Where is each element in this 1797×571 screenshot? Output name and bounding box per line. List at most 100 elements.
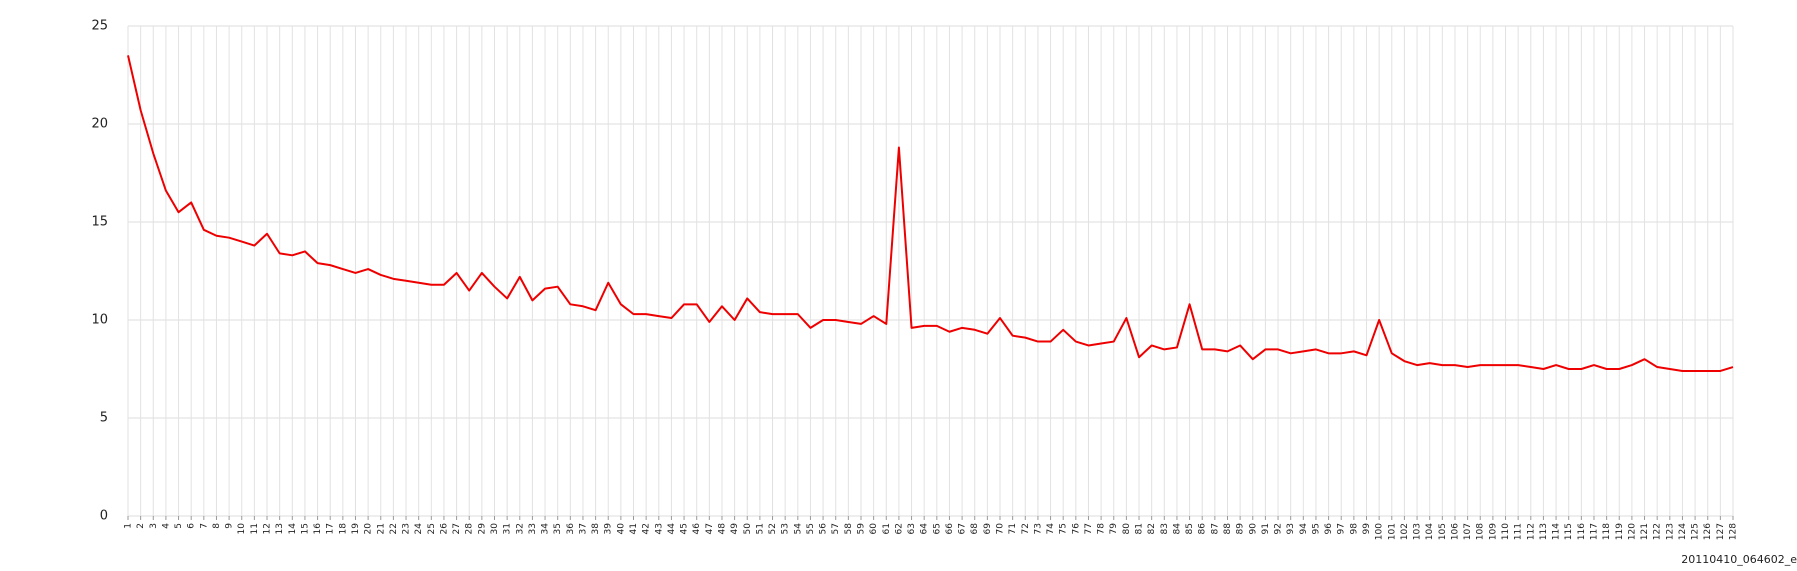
x-tick-label: 109 bbox=[1488, 523, 1498, 540]
x-tick-label: 52 bbox=[768, 523, 778, 534]
x-tick-label: 9 bbox=[225, 523, 235, 529]
x-tick-label: 35 bbox=[553, 523, 563, 534]
x-tick-label: 64 bbox=[920, 523, 930, 535]
x-tick-label: 50 bbox=[743, 523, 753, 535]
x-tick-label: 63 bbox=[907, 523, 917, 534]
x-tick-label: 94 bbox=[1299, 523, 1309, 535]
grid bbox=[127, 25, 1734, 520]
x-tick-label: 7 bbox=[199, 523, 209, 529]
x-tick-label: 107 bbox=[1463, 523, 1473, 540]
x-tick-label: 62 bbox=[894, 523, 904, 534]
x-tick-label: 105 bbox=[1438, 523, 1448, 540]
x-tick-label: 72 bbox=[1021, 523, 1031, 534]
x-tick-label: 38 bbox=[591, 523, 601, 535]
x-tick-label: 16 bbox=[313, 523, 323, 535]
y-tick-label: 20 bbox=[91, 117, 108, 132]
x-tick-label: 6 bbox=[187, 523, 197, 529]
x-tick-label: 114 bbox=[1552, 523, 1562, 540]
x-tick-label: 106 bbox=[1450, 523, 1460, 540]
x-tick-label: 58 bbox=[844, 523, 854, 535]
x-tick-label: 82 bbox=[1147, 523, 1157, 534]
x-tick-label: 27 bbox=[452, 523, 462, 534]
x-tick-label: 14 bbox=[288, 523, 298, 535]
x-tick-label: 10 bbox=[237, 523, 247, 535]
x-tick-label: 110 bbox=[1501, 523, 1511, 540]
x-tick-label: 43 bbox=[654, 523, 664, 534]
x-tick-label: 11 bbox=[250, 523, 260, 534]
x-tick-label: 122 bbox=[1653, 523, 1663, 540]
x-tick-label: 113 bbox=[1539, 523, 1549, 540]
x-tick-label: 39 bbox=[604, 523, 614, 535]
x-tick-label: 115 bbox=[1564, 523, 1574, 540]
x-tick-label: 125 bbox=[1691, 523, 1701, 540]
x-tick-label: 41 bbox=[629, 523, 639, 534]
x-tick-label: 117 bbox=[1589, 523, 1599, 540]
x-tick-label: 80 bbox=[1122, 523, 1132, 535]
x-tick-label: 48 bbox=[717, 523, 727, 535]
x-tick-label: 33 bbox=[528, 523, 538, 534]
x-tick-label: 40 bbox=[616, 523, 626, 535]
x-tick-label: 71 bbox=[1008, 523, 1018, 534]
x-tick-label: 124 bbox=[1678, 523, 1688, 540]
y-tick-label: 15 bbox=[91, 215, 108, 230]
x-tick-label: 83 bbox=[1160, 523, 1170, 534]
x-tick-label: 91 bbox=[1261, 523, 1271, 534]
x-tick-label: 73 bbox=[1033, 523, 1043, 534]
x-tick-label: 85 bbox=[1185, 523, 1195, 534]
x-tick-label: 56 bbox=[819, 523, 829, 535]
x-tick-label: 108 bbox=[1476, 523, 1486, 540]
x-tick-label: 88 bbox=[1223, 523, 1233, 535]
x-tick-label: 5 bbox=[174, 523, 184, 529]
x-tick-label: 19 bbox=[351, 523, 361, 535]
x-tick-label: 96 bbox=[1324, 523, 1334, 535]
x-tick-label: 121 bbox=[1640, 523, 1650, 540]
x-tick-label: 23 bbox=[402, 523, 412, 534]
x-tick-label: 104 bbox=[1425, 523, 1435, 540]
x-tick-label: 76 bbox=[1071, 523, 1081, 535]
x-tick-label: 3 bbox=[149, 523, 159, 529]
x-tick-label: 97 bbox=[1337, 523, 1347, 534]
x-tick-label: 66 bbox=[945, 523, 955, 535]
x-tick-label: 26 bbox=[439, 523, 449, 535]
x-tick-label: 37 bbox=[578, 523, 588, 534]
x-tick-label: 47 bbox=[705, 523, 715, 534]
x-tick-label: 51 bbox=[755, 523, 765, 534]
x-tick-label: 18 bbox=[338, 523, 348, 535]
x-tick-label: 111 bbox=[1514, 523, 1524, 540]
x-tick-label: 102 bbox=[1400, 523, 1410, 540]
x-tick-label: 59 bbox=[856, 523, 866, 535]
x-tick-label: 77 bbox=[1084, 523, 1094, 534]
x-tick-label: 31 bbox=[503, 523, 513, 534]
y-tick-label: 25 bbox=[91, 19, 108, 34]
x-tick-label: 28 bbox=[465, 523, 475, 535]
x-tick-label: 127 bbox=[1716, 523, 1726, 540]
x-tick-label: 128 bbox=[1729, 523, 1739, 540]
caption: 20110410_064602_e bbox=[1681, 553, 1797, 566]
x-tick-label: 70 bbox=[996, 523, 1006, 535]
x-tick-label: 29 bbox=[477, 523, 487, 535]
x-tick-label: 79 bbox=[1109, 523, 1119, 535]
x-tick-label: 54 bbox=[793, 523, 803, 535]
x-tick-label: 74 bbox=[1046, 523, 1056, 535]
x-tick-label: 13 bbox=[275, 523, 285, 534]
x-tick-label: 89 bbox=[1236, 523, 1246, 535]
x-tick-label: 78 bbox=[1097, 523, 1107, 535]
x-tick-label: 68 bbox=[970, 523, 980, 535]
x-tick-label: 84 bbox=[1172, 523, 1182, 535]
x-tick-label: 15 bbox=[300, 523, 310, 534]
x-tick-label: 93 bbox=[1286, 523, 1296, 534]
x-tick-label: 101 bbox=[1387, 523, 1397, 540]
x-tick-label: 17 bbox=[326, 523, 336, 534]
x-tick-label: 60 bbox=[869, 523, 879, 535]
x-tick-label: 55 bbox=[806, 523, 816, 534]
x-tick-label: 21 bbox=[376, 523, 386, 534]
x-tick-label: 112 bbox=[1526, 523, 1536, 540]
x-tick-label: 34 bbox=[541, 523, 551, 535]
y-tick-label: 5 bbox=[100, 411, 108, 426]
x-tick-label: 36 bbox=[566, 523, 576, 535]
x-tick-label: 65 bbox=[932, 523, 942, 534]
x-tick-label: 46 bbox=[692, 523, 702, 535]
x-tick-label: 99 bbox=[1362, 523, 1372, 535]
x-tick-label: 61 bbox=[882, 523, 892, 534]
